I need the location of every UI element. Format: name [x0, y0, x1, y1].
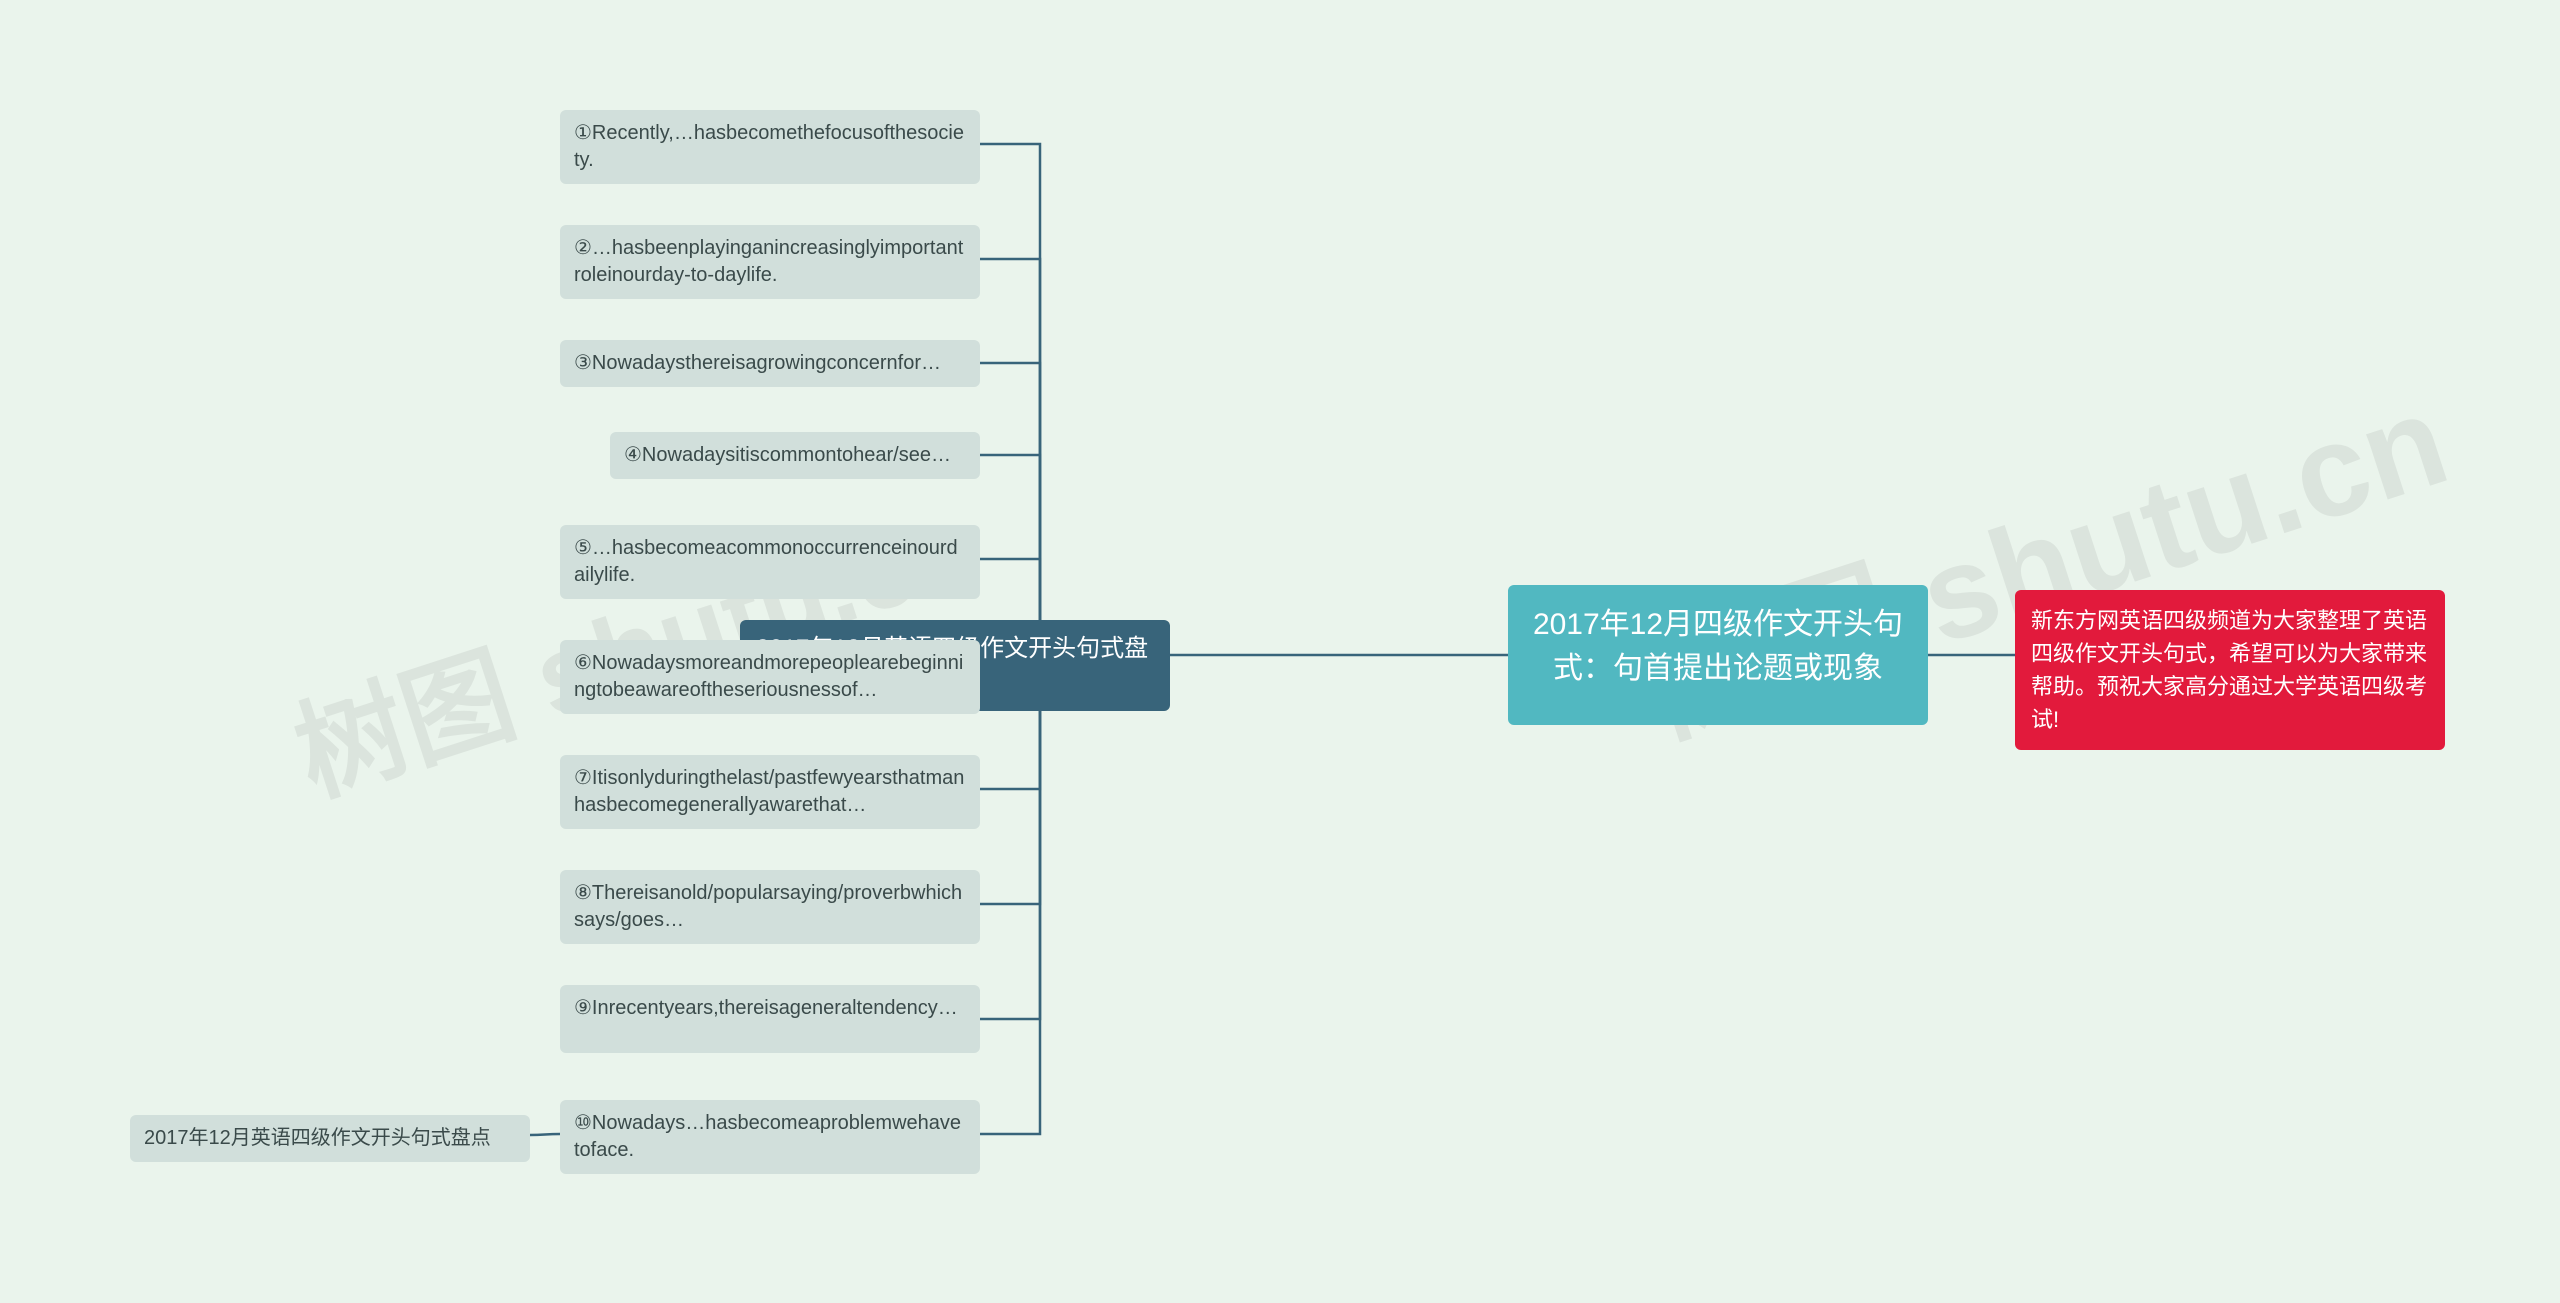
leaf-node-1[interactable]: ②…hasbeenplayinganincreasinglyimportantr…: [560, 225, 980, 299]
leaf-node-6[interactable]: ⑦Itisonlyduringthelast/pastfewyearsthatm…: [560, 755, 980, 829]
description-node[interactable]: 新东方网英语四级频道为大家整理了英语四级作文开头句式，希望可以为大家带来帮助。预…: [2015, 590, 2445, 750]
leaf-node-5[interactable]: ⑥Nowadaysmoreandmorepeoplearebeginningto…: [560, 640, 980, 714]
leaf-node-4[interactable]: ⑤…hasbecomeacommonoccurrenceinourdailyli…: [560, 525, 980, 599]
leaf-node-3[interactable]: ④Nowadaysitiscommontohear/see…: [610, 432, 980, 479]
leaf-node-7[interactable]: ⑧Thereisanold/popularsaying/proverbwhich…: [560, 870, 980, 944]
leaf-node-0[interactable]: ①Recently,…hasbecomethefocusofthesociety…: [560, 110, 980, 184]
root-node[interactable]: 2017年12月四级作文开头句式：句首提出论题或现象: [1508, 585, 1928, 725]
leaf-node-8[interactable]: ⑨Inrecentyears,thereisageneraltendency…: [560, 985, 980, 1053]
leaf-node-9[interactable]: ⑩Nowadays…hasbecomeaproblemwehavetoface.: [560, 1100, 980, 1174]
sub-leaf-node[interactable]: 2017年12月英语四级作文开头句式盘点: [130, 1115, 530, 1162]
leaf-node-2[interactable]: ③Nowadaysthereisagrowingconcernfor…: [560, 340, 980, 387]
